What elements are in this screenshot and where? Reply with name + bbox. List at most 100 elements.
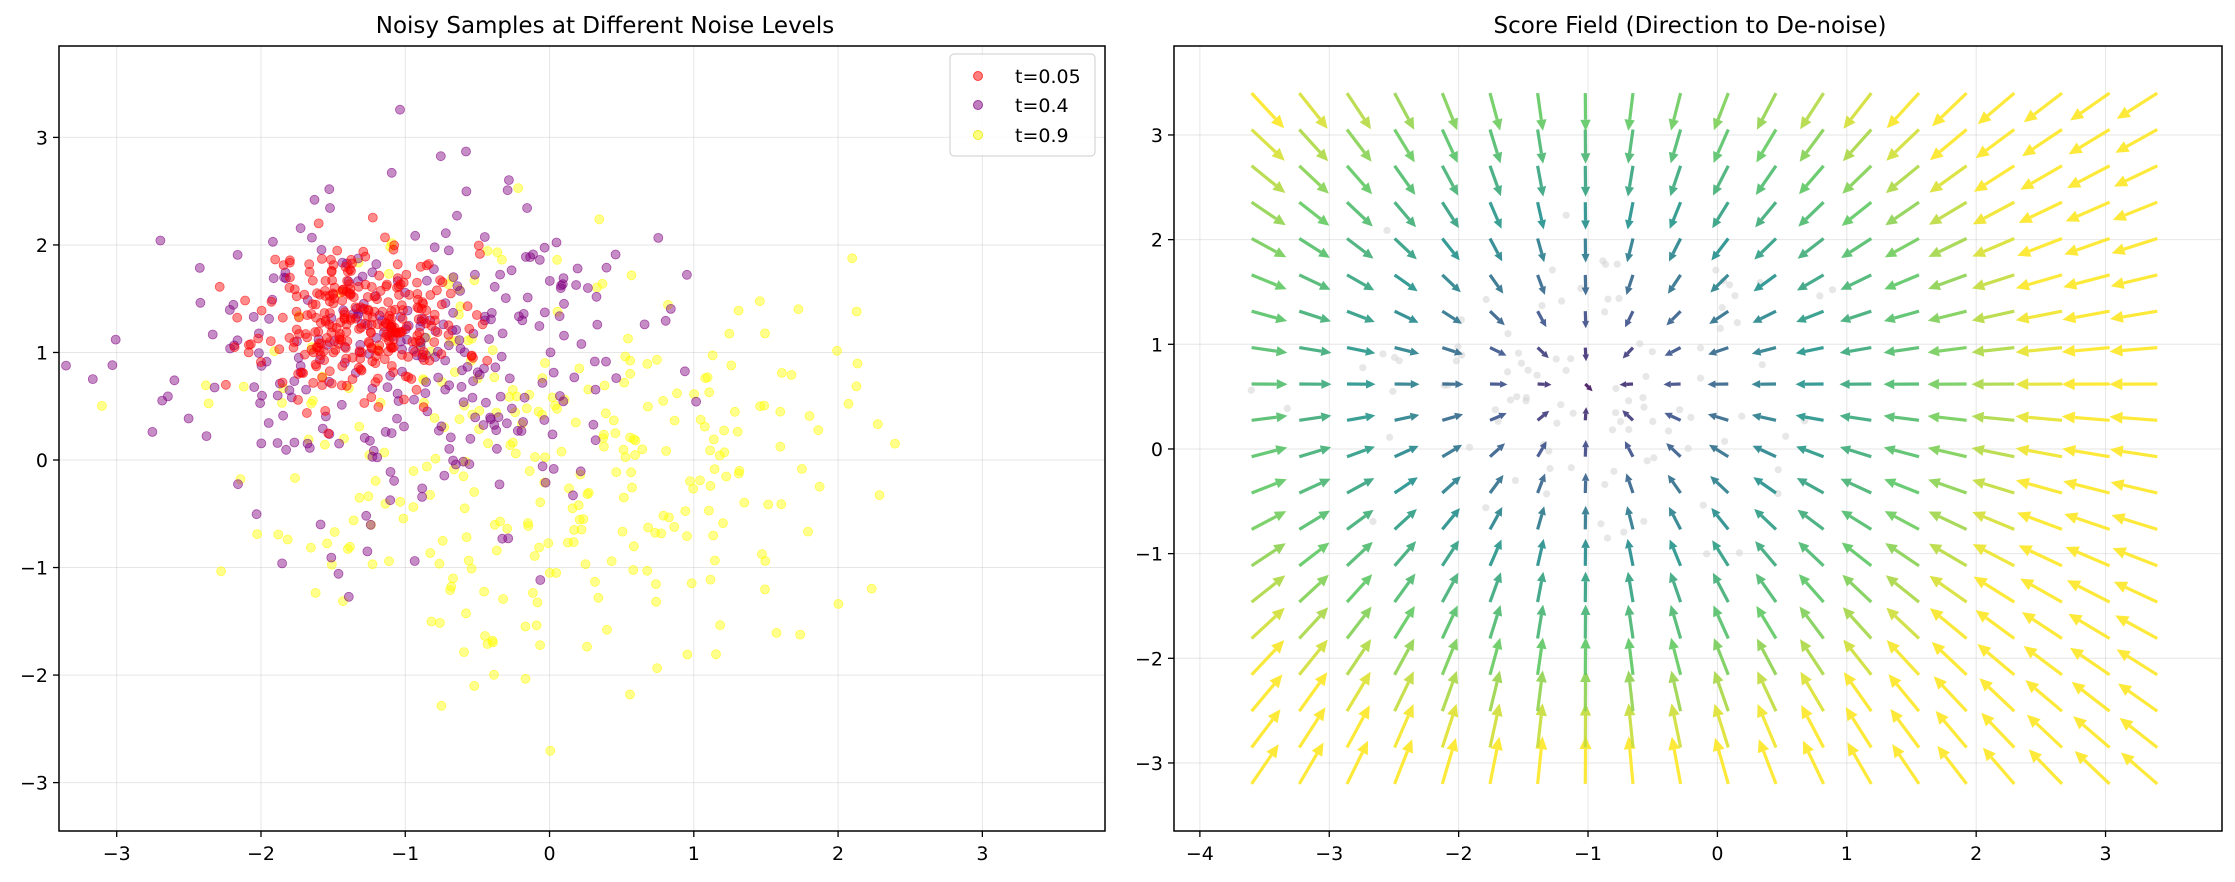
- scatter-point-t=0.4: [324, 184, 335, 195]
- scatter-point-t=0.4: [486, 307, 497, 318]
- quiver-arrow: [2110, 479, 2158, 495]
- scatter-point-t=0.4: [233, 479, 243, 490]
- scatter-point-t=0.9: [890, 438, 900, 449]
- quiver-background-point: [1558, 297, 1566, 305]
- scatter-point-t=0.4: [556, 280, 566, 291]
- scatter-point-t=0.9: [708, 530, 719, 541]
- quiver-background-point: [1782, 432, 1790, 440]
- scatter-point-t=0.9: [590, 576, 600, 587]
- scatter-point-t=0.4: [402, 334, 412, 345]
- scatter-point-t=0.4: [590, 384, 601, 395]
- quiver-arrow: [2071, 681, 2111, 713]
- quiver-arrow: [1927, 412, 1967, 423]
- quiver-arrow: [1800, 639, 1825, 676]
- scatter-point-t=0.4: [456, 381, 467, 392]
- scatter-point-t=0.9: [489, 519, 500, 530]
- quiver-background-point: [1649, 417, 1657, 425]
- scatter-point-t=0.4: [539, 307, 550, 318]
- quiver-arrow: [1299, 379, 1332, 389]
- scatter-point-t=0.4: [410, 230, 421, 241]
- scatter-xtick-label: −1: [391, 843, 419, 865]
- quiver-arrow: [1393, 739, 1413, 785]
- quiver-arrow: [1884, 237, 1920, 258]
- scatter-point-t=0.4: [334, 438, 345, 449]
- scatter-point-t=0.4: [224, 304, 235, 315]
- quiver-arrow: [1755, 541, 1778, 567]
- scatter-point-t=0.9: [524, 389, 535, 400]
- scatter-point-t=0.4: [293, 352, 304, 363]
- scatter-point-t=0.4: [272, 438, 283, 448]
- quiver-arrow: [1441, 273, 1461, 293]
- scatter-point-t=0.9: [429, 413, 440, 423]
- quiver-arrow: [1841, 542, 1873, 568]
- scatter-point-t=0.9: [306, 398, 317, 409]
- quiver-arrow: [1883, 309, 1920, 323]
- scatter-xtick-label: 0: [543, 843, 555, 865]
- quiver-arrow: [1884, 273, 1920, 290]
- scatter-point-t=0.9: [582, 489, 593, 500]
- quiver-arrow: [1345, 740, 1369, 785]
- scatter-point-t=0.9: [652, 354, 662, 365]
- quiver-arrow: [1972, 200, 2016, 225]
- scatter-point-t=0.9: [273, 529, 284, 540]
- scatter-point-t=0.9: [602, 624, 612, 635]
- quiver-arrow: [1755, 201, 1778, 228]
- quiver-arrow: [1250, 674, 1283, 713]
- quiver-arrow: [1536, 129, 1547, 164]
- scatter-point-t=0.05: [415, 261, 426, 272]
- quiver-arrow: [2115, 128, 2159, 153]
- scatter-point-t=0.9: [521, 403, 532, 414]
- quiver-arrow: [1536, 538, 1546, 567]
- scatter-point-t=0.4: [386, 167, 397, 178]
- scatter-point-t=0.05: [436, 299, 447, 310]
- quiver-arrow: [2018, 545, 2063, 568]
- scatter-point-t=0.9: [682, 531, 692, 541]
- quiver-arrow: [1712, 540, 1730, 567]
- scatter-point-t=0.05: [328, 347, 339, 358]
- scatter-point-t=0.4: [277, 558, 288, 569]
- scatter-point-t=0.9: [507, 384, 518, 395]
- scatter-point-t=0.4: [445, 432, 456, 443]
- quiver-background-point: [1718, 304, 1726, 312]
- quiver-arrow: [1712, 737, 1730, 785]
- scatter-point-t=0.05: [403, 351, 414, 362]
- quiver-arrow: [1345, 574, 1373, 604]
- quiver-background-point: [1696, 374, 1705, 382]
- quiver-arrow: [1297, 707, 1326, 749]
- quiver-arrow: [1713, 638, 1730, 676]
- scatter-point-t=0.9: [704, 505, 714, 516]
- quiver-xtick-label: −1: [1574, 843, 1602, 865]
- quiver-arrow: [2062, 309, 2110, 324]
- quiver-xtick-label: −2: [1445, 843, 1473, 865]
- scatter-legend: t=0.05 t=0.4 t=0.9: [949, 53, 1096, 157]
- quiver-arrow: [1625, 506, 1635, 530]
- scatter-point-t=0.05: [297, 367, 307, 378]
- quiver-arrow: [1666, 443, 1682, 458]
- scatter-point-t=0.05: [341, 353, 352, 364]
- scatter-point-t=0.9: [626, 467, 636, 478]
- quiver-arrow: [1250, 273, 1287, 290]
- scatter-point-t=0.9: [642, 565, 653, 576]
- scatter-point-t=0.9: [643, 401, 653, 412]
- quiver-arrow: [1584, 382, 1593, 392]
- quiver-arrow: [1885, 200, 1920, 226]
- quiver-arrow: [2109, 445, 2158, 459]
- legend-label-t04: t=0.4: [1015, 95, 1069, 117]
- quiver-arrow: [1346, 509, 1374, 531]
- quiver-arrow: [1488, 92, 1503, 131]
- scatter-point-t=0.9: [540, 452, 550, 463]
- quiver-arrow: [1346, 346, 1376, 356]
- quiver-arrow: [2070, 647, 2111, 677]
- scatter-point-t=0.9: [529, 551, 540, 561]
- scatter-point-t=0.05: [291, 324, 302, 335]
- quiver-arrow: [1298, 200, 1330, 226]
- quiver-background-point: [1735, 549, 1743, 557]
- scatter-point-t=0.05: [346, 265, 356, 276]
- quiver-arrow: [1581, 202, 1590, 230]
- quiver-background-point: [1604, 295, 1612, 303]
- quiver-arrow: [1488, 605, 1503, 639]
- scatter-point-t=0.9: [760, 584, 770, 595]
- scatter-point-t=0.05: [426, 320, 437, 331]
- quiver-arrow: [1393, 237, 1417, 260]
- scatter-point-t=0.9: [425, 548, 436, 558]
